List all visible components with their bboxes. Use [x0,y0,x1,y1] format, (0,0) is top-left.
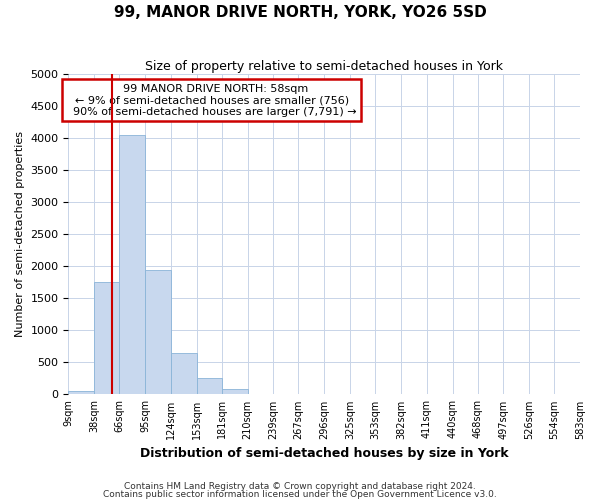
Text: 99 MANOR DRIVE NORTH: 58sqm
← 9% of semi-detached houses are smaller (756)
  90%: 99 MANOR DRIVE NORTH: 58sqm ← 9% of semi… [67,84,357,117]
X-axis label: Distribution of semi-detached houses by size in York: Distribution of semi-detached houses by … [140,447,509,460]
Text: 99, MANOR DRIVE NORTH, YORK, YO26 5SD: 99, MANOR DRIVE NORTH, YORK, YO26 5SD [113,5,487,20]
Bar [222,390,248,394]
Bar [94,282,119,395]
Bar [145,270,171,394]
Bar [197,378,222,394]
Text: Contains HM Land Registry data © Crown copyright and database right 2024.: Contains HM Land Registry data © Crown c… [124,482,476,491]
Title: Size of property relative to semi-detached houses in York: Size of property relative to semi-detach… [145,60,503,73]
Bar [119,135,145,394]
Bar [171,353,197,395]
Bar [68,391,94,394]
Text: Contains public sector information licensed under the Open Government Licence v3: Contains public sector information licen… [103,490,497,499]
Y-axis label: Number of semi-detached properties: Number of semi-detached properties [15,132,25,338]
